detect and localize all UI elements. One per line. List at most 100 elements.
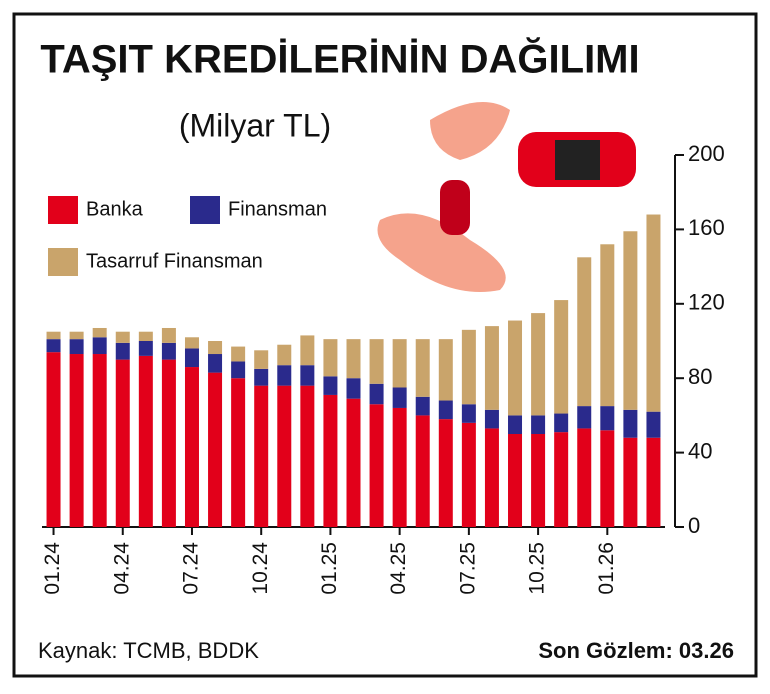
bar-segment bbox=[300, 385, 315, 527]
bar-segment bbox=[577, 428, 592, 527]
bar-segment bbox=[92, 354, 107, 527]
bar-segment bbox=[369, 404, 384, 527]
bar-segment bbox=[438, 419, 453, 527]
bar-segment bbox=[184, 367, 199, 527]
bar-segment bbox=[138, 331, 153, 341]
bar-segment bbox=[184, 337, 199, 349]
y-tick-label: 120 bbox=[688, 290, 725, 315]
frame bbox=[12, 12, 758, 678]
bar-segment bbox=[461, 404, 476, 423]
bar-segment bbox=[254, 350, 269, 369]
bar-segment bbox=[346, 398, 361, 527]
bar-segment bbox=[92, 337, 107, 355]
bar-segment bbox=[415, 396, 430, 416]
bar-segment bbox=[115, 331, 130, 343]
bar-segment bbox=[69, 354, 84, 527]
bar-segment bbox=[577, 257, 592, 407]
source: Kaynak: TCMB, BDDK bbox=[38, 638, 259, 663]
bar-segment bbox=[254, 385, 269, 527]
bar-segment bbox=[438, 400, 453, 420]
bar-segment bbox=[623, 437, 638, 527]
bar-segment bbox=[508, 415, 523, 434]
bar-segment bbox=[69, 339, 84, 355]
bar-segment bbox=[415, 415, 430, 527]
bar-segment bbox=[531, 415, 546, 434]
bar-segment bbox=[369, 339, 384, 384]
bar-segment bbox=[277, 365, 292, 386]
y-tick-label: 200 bbox=[688, 141, 725, 166]
x-tick-label: 10.25 bbox=[526, 542, 549, 595]
bar-segment bbox=[208, 372, 223, 527]
bar-segment bbox=[392, 387, 407, 408]
illustration bbox=[377, 102, 636, 292]
legend-label: Tasarruf Finansman bbox=[86, 250, 263, 272]
legend-swatch bbox=[190, 196, 220, 224]
bar-segment bbox=[300, 335, 315, 366]
bar-segment bbox=[600, 430, 615, 527]
y-tick-label: 40 bbox=[688, 438, 712, 463]
chart-title: TAŞIT KREDİLERİNİN DAĞILIMI bbox=[40, 36, 639, 82]
bar-segment bbox=[554, 432, 569, 527]
bar-segment bbox=[161, 342, 176, 360]
bar-segment bbox=[531, 434, 546, 527]
bar-segment bbox=[208, 341, 223, 355]
bar-segment bbox=[300, 365, 315, 386]
y-tick-label: 80 bbox=[688, 364, 712, 389]
bar-segment bbox=[600, 244, 615, 407]
bar-segment bbox=[438, 339, 453, 401]
bar-segment bbox=[161, 327, 176, 343]
x-tick-label: 01.25 bbox=[318, 542, 341, 595]
bar-segment bbox=[138, 341, 153, 356]
bar-segment bbox=[623, 409, 638, 438]
legend-swatch bbox=[48, 196, 78, 224]
bar-segment bbox=[277, 344, 292, 366]
x-tick-label: 10.24 bbox=[249, 542, 272, 595]
legend-swatch bbox=[48, 248, 78, 276]
bar-segment bbox=[554, 300, 569, 414]
bar-segment bbox=[323, 339, 338, 377]
bar-segment bbox=[392, 339, 407, 388]
bar-segment bbox=[92, 327, 107, 338]
last-observation: Son Gözlem: 03.26 bbox=[538, 638, 734, 663]
bar-segment bbox=[46, 339, 61, 353]
bar-segment bbox=[46, 352, 61, 527]
bar-segment bbox=[554, 413, 569, 433]
bar-segment bbox=[508, 320, 523, 416]
bar-segment bbox=[184, 348, 199, 368]
bar-segment bbox=[415, 339, 430, 397]
bar-segment bbox=[369, 383, 384, 405]
legend-label: Finansman bbox=[228, 198, 327, 220]
x-tick-label: 04.24 bbox=[110, 542, 133, 595]
bar-segment bbox=[231, 378, 246, 527]
bar-segment bbox=[646, 214, 661, 412]
bar-segment bbox=[346, 378, 361, 399]
y-tick-label: 160 bbox=[688, 215, 725, 240]
bar-segment bbox=[161, 359, 176, 527]
bar-segment bbox=[323, 394, 338, 527]
bar-segment bbox=[346, 339, 361, 379]
bar-segment bbox=[231, 361, 246, 379]
bar-segment bbox=[531, 313, 546, 416]
bar-segment bbox=[115, 342, 130, 360]
y-tick-label: 0 bbox=[688, 513, 700, 538]
bar-segment bbox=[646, 437, 661, 527]
bar-segment bbox=[600, 406, 615, 431]
x-tick-label: 04.25 bbox=[387, 542, 410, 595]
bar-segment bbox=[646, 411, 661, 438]
chart-subtitle: (Milyar TL) bbox=[179, 107, 331, 143]
x-tick-label: 01.24 bbox=[41, 542, 64, 595]
bar-segment bbox=[323, 376, 338, 395]
legend-label: Banka bbox=[86, 198, 144, 220]
bar-segment bbox=[461, 422, 476, 527]
bar-segment bbox=[484, 428, 499, 527]
bar-segment bbox=[277, 385, 292, 527]
bar-segment bbox=[254, 368, 269, 386]
bar-segment bbox=[69, 331, 84, 340]
bar-segment bbox=[138, 355, 153, 527]
x-tick-label: 07.24 bbox=[180, 542, 203, 595]
bar-segment bbox=[208, 354, 223, 373]
bar-segment bbox=[461, 329, 476, 405]
bar-segment bbox=[484, 326, 499, 410]
bar-segment bbox=[392, 407, 407, 527]
